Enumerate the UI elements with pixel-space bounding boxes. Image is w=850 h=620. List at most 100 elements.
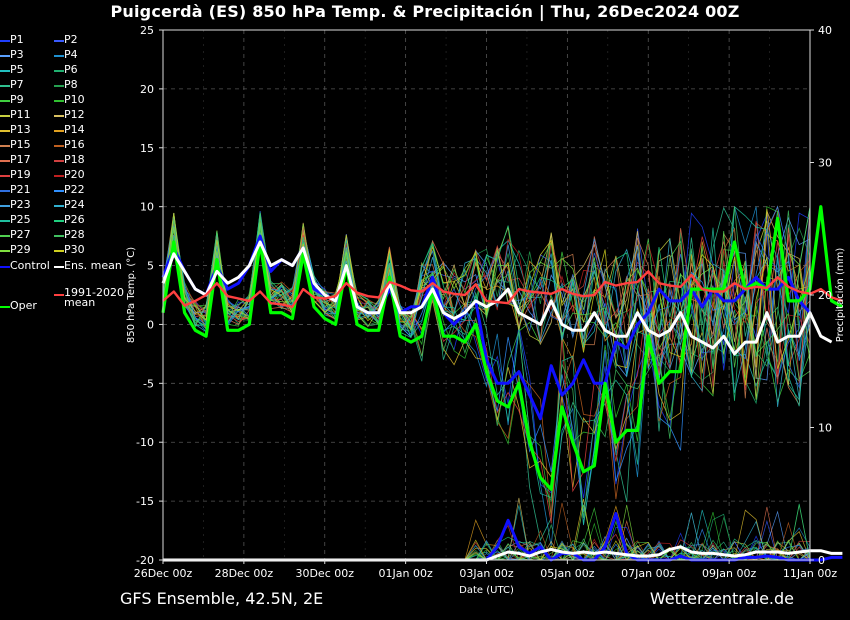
legend-label: P23 [10, 198, 31, 211]
legend-swatch [54, 40, 64, 42]
ytick-label: -15 [136, 495, 154, 508]
legend-swatch [54, 100, 64, 102]
legend-label: P26 [64, 213, 85, 226]
legend-label: Control [10, 259, 50, 272]
ytick-label: 20 [140, 83, 154, 96]
legend-swatch [0, 306, 10, 308]
ytick-label: 0 [147, 318, 154, 331]
legend-label: Ens. mean [64, 259, 122, 272]
legend-label: P25 [10, 213, 31, 226]
legend-swatch [0, 220, 10, 222]
legend-swatch [54, 266, 64, 268]
legend-label: P18 [64, 153, 85, 166]
ytick-label: 10 [140, 201, 154, 214]
legend-label: P2 [64, 33, 78, 46]
ytick-label: -20 [136, 554, 154, 567]
member-line-p30 [162, 213, 811, 386]
legend-label: P4 [64, 48, 78, 61]
legend-label: P19 [10, 168, 31, 181]
xtick-label: 28Dec 00z [215, 567, 274, 580]
legend-swatch [54, 175, 64, 177]
legend-swatch [54, 145, 64, 147]
legend-label: P12 [64, 108, 85, 121]
legend-swatch [54, 160, 64, 162]
legend-swatch [0, 266, 10, 268]
legend-label: P20 [64, 168, 85, 181]
ytick-label: 15 [140, 142, 154, 155]
legend-swatch [54, 55, 64, 57]
y-axis-right-label: Precipitación (mm) [834, 248, 846, 343]
ytick-label: 25 [140, 24, 154, 37]
ytick-label: -10 [136, 436, 154, 449]
legend-label: P8 [64, 78, 78, 91]
xtick-label: 26Dec 00z [134, 567, 193, 580]
series-line-control [161, 234, 812, 421]
xtick-label: 01Jan 00z [379, 567, 433, 580]
legend-label: P17 [10, 153, 31, 166]
x-axis-label: Date (UTC) [459, 585, 514, 596]
legend-swatch [0, 100, 10, 102]
series-line-oper [161, 205, 844, 491]
series-line-1991-2020-mean [162, 270, 843, 308]
legend-label: P21 [10, 183, 31, 196]
legend-swatch [54, 115, 64, 117]
legend-label: P22 [64, 183, 85, 196]
legend-swatch [54, 70, 64, 72]
legend-label: P24 [64, 198, 85, 211]
legend-swatch [0, 190, 10, 192]
ytick-right-label: 0 [818, 554, 825, 567]
legend-swatch [0, 160, 10, 162]
xtick-label: 09Jan 00z [702, 567, 756, 580]
legend-label: P3 [10, 48, 24, 61]
xtick-label: 11Jan 00z [783, 567, 837, 580]
xtick-label: 03Jan 00z [459, 567, 513, 580]
legend-label: P9 [10, 93, 24, 106]
tick-labels: -20 -15 -10 -5 0 5 10 15 20 25 0 10 20 30 40 26Dec 00z 2… [126, 24, 846, 596]
legend-label: P13 [10, 123, 31, 136]
legend-swatch [0, 70, 10, 72]
legend-label: P28 [64, 228, 85, 241]
legend-swatch [54, 85, 64, 87]
legend-label: P6 [64, 63, 78, 76]
legend-label: P11 [10, 108, 31, 121]
ytick-right-label: 40 [818, 24, 832, 37]
chart-title: Puigcerdà (ES) 850 hPa Temp. & Precipita… [110, 2, 740, 21]
legend-swatch [0, 40, 10, 42]
xtick-label: 30Dec 00z [295, 567, 354, 580]
legend-swatch [54, 235, 64, 237]
legend-swatch [0, 115, 10, 117]
ytick-right-label: 20 [818, 289, 832, 302]
legend-swatch [54, 130, 64, 132]
legend-swatch [0, 85, 10, 87]
legend-swatch [54, 205, 64, 207]
legend-label: P5 [10, 63, 24, 76]
legend-swatch [54, 294, 64, 296]
legend-swatch [0, 55, 10, 57]
legend-swatch [0, 130, 10, 132]
legend-label: P30 [64, 243, 85, 256]
legend-label: P16 [64, 138, 85, 151]
legend-swatch [54, 250, 64, 252]
member-line-p27 [162, 216, 811, 380]
ytick-right-label: 30 [818, 157, 832, 170]
legend-swatch [0, 175, 10, 177]
xtick-label: 07Jan 00z [621, 567, 675, 580]
legend-label: P29 [10, 243, 31, 256]
legend-label: P7 [10, 78, 24, 91]
legend-label: P1 [10, 33, 24, 46]
legend-label: Oper [10, 299, 37, 312]
legend-label: P15 [10, 138, 31, 151]
xtick-label: 05Jan 00z [540, 567, 594, 580]
source-credit: Wetterzentrale.de [649, 589, 794, 608]
highlighted-series [161, 205, 844, 491]
ytick-label: 5 [147, 260, 154, 273]
legend-swatch [0, 205, 10, 207]
legend-label: P27 [10, 228, 31, 241]
ytick-right-label: 10 [818, 422, 832, 435]
legend-label: P14 [64, 123, 85, 136]
legend-label: 1991-2020 mean [64, 286, 124, 309]
legend-swatch [0, 145, 10, 147]
y-axis-label: 850 hPa Temp. (°C) [126, 247, 137, 343]
ytick-label: -5 [143, 377, 154, 390]
